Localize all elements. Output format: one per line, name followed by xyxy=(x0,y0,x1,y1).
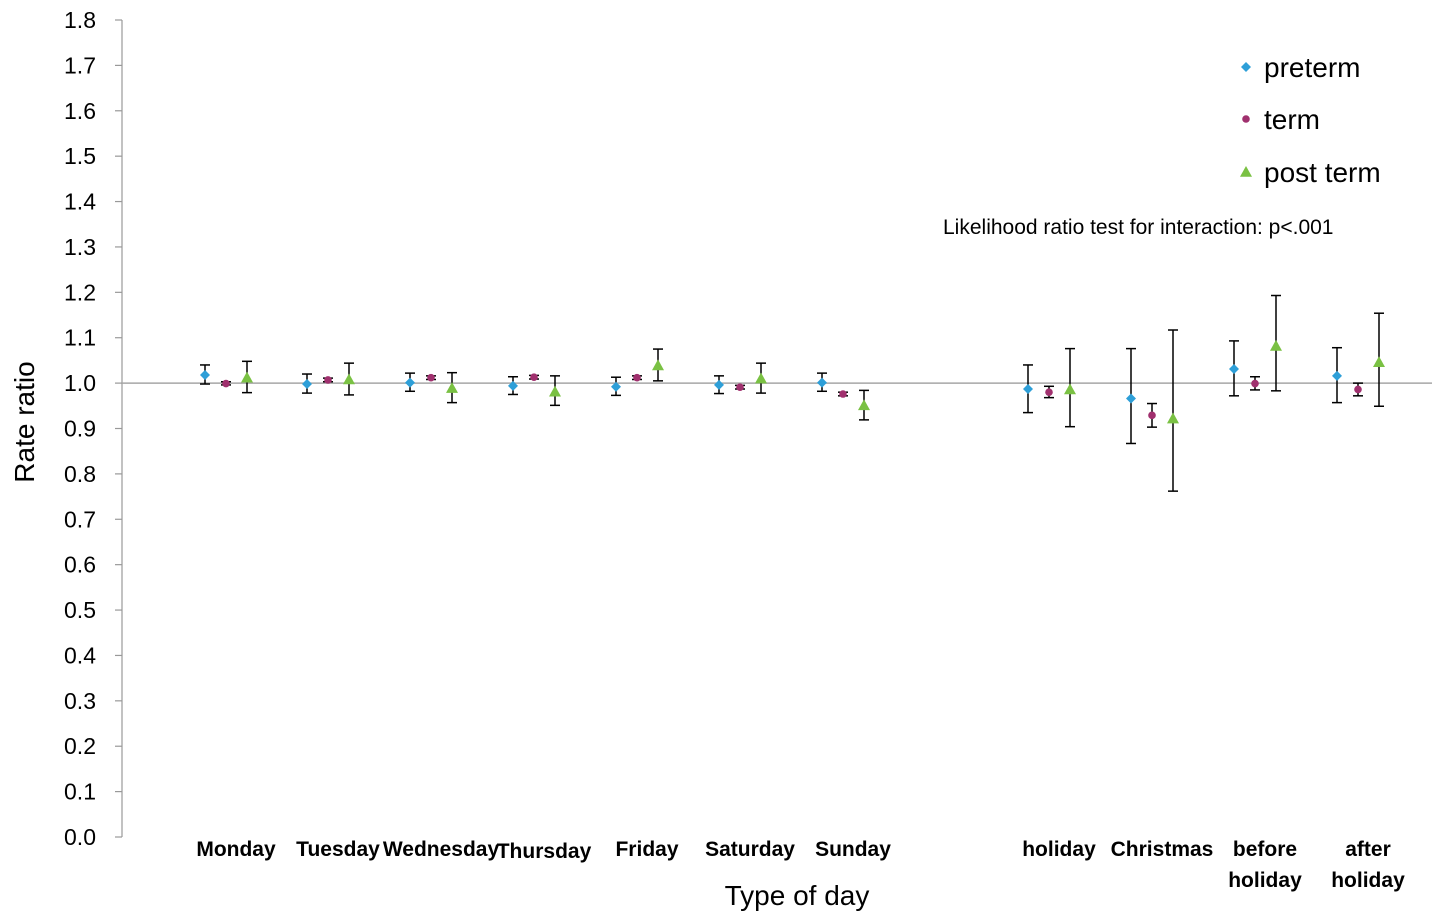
data-point xyxy=(1251,379,1259,388)
y-axis: 0.0 0.1 0.2 0.3 0.4 0.5 0.6 0.7 0.8 0.9 1.0 1.1 1.2 1… xyxy=(64,7,123,850)
data-point xyxy=(343,373,355,385)
data-point xyxy=(549,385,561,397)
y-tick-label: 0.5 xyxy=(64,597,96,623)
data-point xyxy=(222,379,230,388)
data-point xyxy=(1064,383,1076,395)
data-point xyxy=(200,369,210,380)
y-tick-label: 1.1 xyxy=(64,325,96,351)
legend-marker xyxy=(1242,115,1250,123)
legend-label: post term xyxy=(1264,157,1381,188)
x-axis-title: Type of day xyxy=(725,880,870,911)
data-point xyxy=(302,379,312,390)
category-label: holiday xyxy=(1228,869,1302,892)
y-tick-label: 0.0 xyxy=(64,824,96,850)
category-label: holiday xyxy=(1022,838,1096,861)
data-point xyxy=(736,383,744,391)
data-point xyxy=(652,359,664,371)
interaction-test-annotation: Likelihood ratio test for interaction: p… xyxy=(943,216,1334,239)
legend-marker xyxy=(1241,62,1251,72)
y-axis-title: Rate ratio xyxy=(9,361,40,482)
y-tick-label: 0.7 xyxy=(64,506,96,532)
y-tick-label: 1.7 xyxy=(64,52,96,78)
data-point xyxy=(817,377,827,388)
category-label: Christmas xyxy=(1111,838,1214,861)
data-point xyxy=(1126,393,1136,404)
data-point xyxy=(508,380,518,391)
data-point xyxy=(755,372,767,384)
y-tick-label: 1.6 xyxy=(64,98,96,124)
data-point xyxy=(1045,388,1053,396)
data-point xyxy=(1167,412,1179,424)
category-label: Monday xyxy=(196,838,276,861)
data-point xyxy=(427,373,435,382)
data-point xyxy=(1148,411,1156,420)
category-label: Friday xyxy=(615,838,678,861)
category-label: before xyxy=(1233,838,1297,861)
y-tick-label: 1.4 xyxy=(64,189,96,215)
category-label: holiday xyxy=(1331,869,1405,892)
category-label: Sunday xyxy=(815,838,891,861)
data-point xyxy=(1332,370,1342,381)
category-label: Tuesday xyxy=(296,838,380,861)
y-tick-label: 1.8 xyxy=(64,7,96,33)
legend-marker xyxy=(1240,166,1252,177)
category-label: after xyxy=(1345,838,1391,861)
data-point xyxy=(446,382,458,393)
data-point xyxy=(1354,385,1362,394)
y-tick-label: 1.5 xyxy=(64,143,96,169)
category-label: Wednesday xyxy=(383,838,500,861)
data-point xyxy=(611,381,621,392)
data-point xyxy=(1023,384,1033,395)
data-point xyxy=(714,379,724,390)
y-tick-label: 1.2 xyxy=(64,279,96,305)
data-point xyxy=(858,399,870,411)
data-point xyxy=(530,373,538,382)
y-tick-label: 0.2 xyxy=(64,733,96,759)
legend-label: preterm xyxy=(1264,52,1360,83)
y-tick-label: 0.8 xyxy=(64,461,96,487)
y-tick-label: 0.3 xyxy=(64,688,96,714)
data-point xyxy=(241,371,253,383)
y-tick-label: 0.4 xyxy=(64,642,96,668)
y-tick-label: 1.3 xyxy=(64,234,96,260)
series-marks xyxy=(200,294,1385,492)
data-point xyxy=(1229,364,1239,375)
legend: preterm term post term xyxy=(1240,52,1381,188)
y-tick-label: 0.1 xyxy=(64,779,96,805)
data-point xyxy=(839,390,847,398)
y-tick-label: 0.6 xyxy=(64,552,96,578)
data-point xyxy=(1373,356,1385,368)
data-point xyxy=(405,377,415,388)
category-label: Saturday xyxy=(705,838,795,861)
y-tick-label: 1.0 xyxy=(64,370,96,396)
data-point xyxy=(324,376,332,384)
y-tick-label: 0.9 xyxy=(64,416,96,442)
data-point xyxy=(633,373,641,382)
category-label: Thursday xyxy=(497,840,592,863)
data-point xyxy=(1270,339,1282,351)
legend-label: term xyxy=(1264,104,1320,135)
